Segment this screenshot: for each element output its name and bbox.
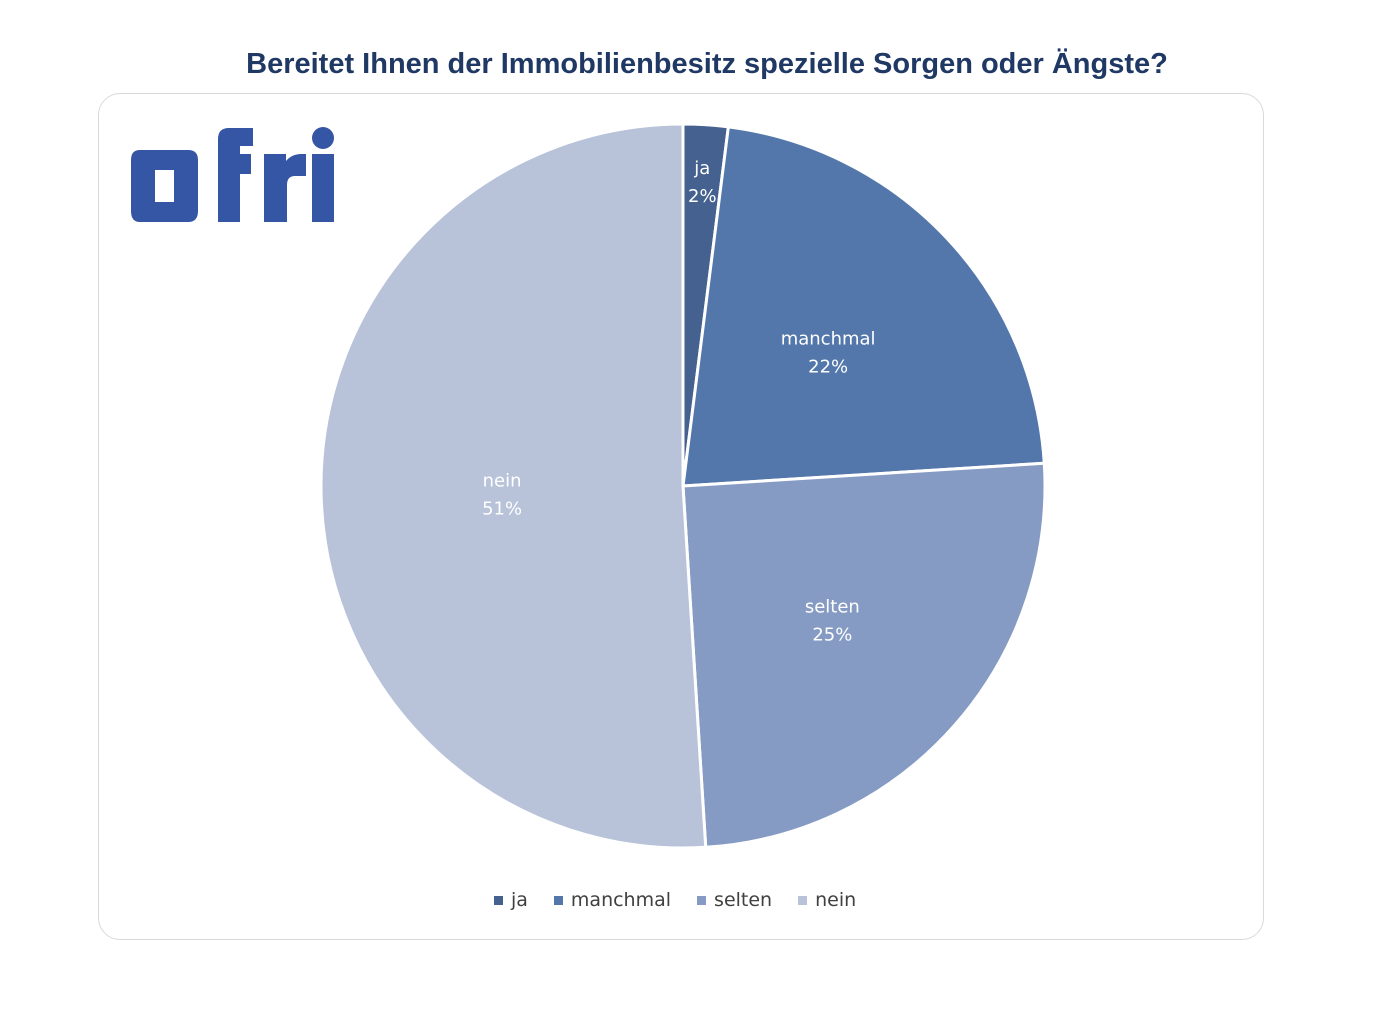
- legend-item-ja: ja: [494, 889, 528, 911]
- pie-slice-nein: [319, 122, 708, 850]
- legend-item-selten: selten: [697, 889, 772, 911]
- legend-item-nein: nein: [798, 889, 856, 911]
- pie-slice-selten: [681, 461, 1047, 849]
- pie-slice-manchmal: [681, 125, 1046, 488]
- legend-label-selten: selten: [714, 889, 773, 911]
- data-label-category-ja: ja: [693, 158, 710, 179]
- data-label-category-nein: nein: [483, 471, 522, 492]
- data-label-category-selten: selten: [805, 597, 860, 618]
- data-label-value-selten: 25%: [812, 625, 852, 646]
- legend-swatch-selten: [697, 895, 707, 905]
- data-label-value-ja: 2%: [688, 186, 717, 207]
- legend-label-manchmal: manchmal: [570, 889, 672, 911]
- legend: ja manchmal selten nein: [494, 889, 856, 911]
- legend-swatch-nein: [798, 895, 808, 905]
- chart-title: Bereitet Ihnen der Immobilienbesitz spez…: [246, 48, 1168, 80]
- legend-swatch-manchmal: [553, 895, 563, 905]
- legend-swatch-ja: [494, 895, 503, 905]
- legend-label-ja: ja: [511, 889, 528, 911]
- legend-label-nein: nein: [815, 889, 857, 911]
- data-label-value-manchmal: 22%: [808, 357, 848, 378]
- data-label-value-nein: 51%: [482, 499, 522, 520]
- ofri-logo: [131, 127, 334, 222]
- data-label-category-manchmal: manchmal: [781, 329, 876, 350]
- legend-item-manchmal: manchmal: [553, 889, 672, 911]
